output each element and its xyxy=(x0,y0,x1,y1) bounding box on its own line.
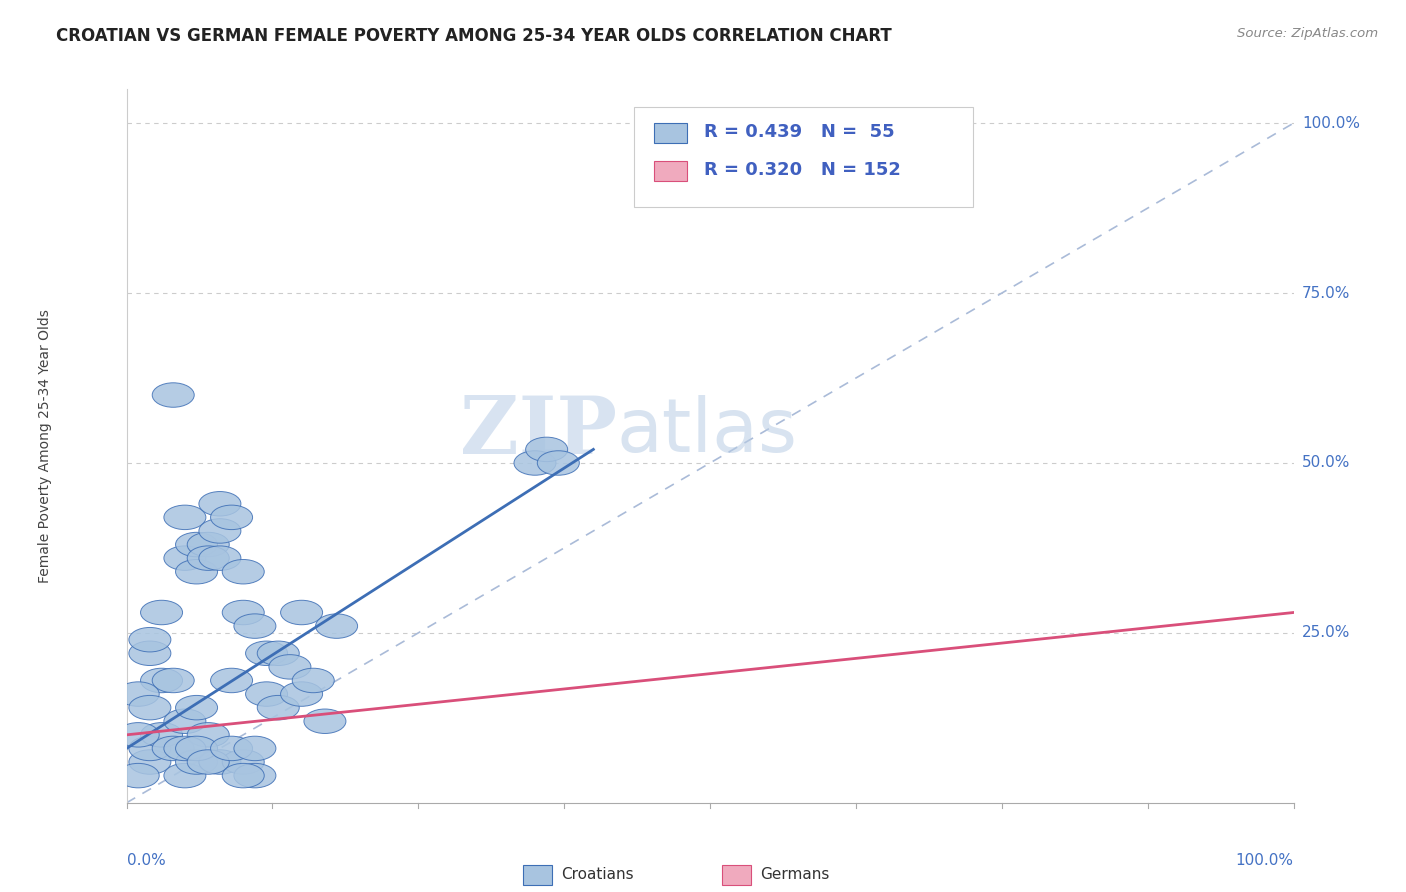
Ellipse shape xyxy=(211,505,253,530)
Ellipse shape xyxy=(304,709,346,733)
Ellipse shape xyxy=(176,559,218,584)
Ellipse shape xyxy=(222,750,264,774)
Text: ZIP: ZIP xyxy=(460,392,617,471)
Ellipse shape xyxy=(129,736,172,761)
Ellipse shape xyxy=(222,559,264,584)
Ellipse shape xyxy=(165,546,205,570)
Ellipse shape xyxy=(117,723,159,747)
Ellipse shape xyxy=(233,614,276,639)
Ellipse shape xyxy=(526,437,568,462)
Ellipse shape xyxy=(152,736,194,761)
Text: 75.0%: 75.0% xyxy=(1302,285,1350,301)
Text: CROATIAN VS GERMAN FEMALE POVERTY AMONG 25-34 YEAR OLDS CORRELATION CHART: CROATIAN VS GERMAN FEMALE POVERTY AMONG … xyxy=(56,27,891,45)
Ellipse shape xyxy=(257,641,299,665)
Ellipse shape xyxy=(292,668,335,693)
Ellipse shape xyxy=(537,450,579,475)
Text: Source: ZipAtlas.com: Source: ZipAtlas.com xyxy=(1237,27,1378,40)
FancyBboxPatch shape xyxy=(523,865,553,885)
Text: Female Poverty Among 25-34 Year Olds: Female Poverty Among 25-34 Year Olds xyxy=(38,309,52,583)
Ellipse shape xyxy=(281,681,322,706)
Ellipse shape xyxy=(211,736,253,761)
Ellipse shape xyxy=(187,533,229,557)
Ellipse shape xyxy=(129,641,172,665)
Ellipse shape xyxy=(198,546,240,570)
Ellipse shape xyxy=(222,600,264,624)
Text: 0.0%: 0.0% xyxy=(127,853,166,868)
Text: R = 0.439   N =  55: R = 0.439 N = 55 xyxy=(704,123,894,142)
Ellipse shape xyxy=(165,505,205,530)
Ellipse shape xyxy=(246,681,288,706)
Ellipse shape xyxy=(176,736,218,761)
Text: R = 0.320   N = 152: R = 0.320 N = 152 xyxy=(704,161,901,179)
Ellipse shape xyxy=(141,668,183,693)
Ellipse shape xyxy=(141,600,183,624)
Ellipse shape xyxy=(281,600,322,624)
Ellipse shape xyxy=(165,736,205,761)
Text: Croatians: Croatians xyxy=(561,867,633,882)
Ellipse shape xyxy=(315,614,357,639)
Ellipse shape xyxy=(198,519,240,543)
Text: 25.0%: 25.0% xyxy=(1302,625,1350,640)
Ellipse shape xyxy=(187,750,229,774)
FancyBboxPatch shape xyxy=(654,161,686,181)
Ellipse shape xyxy=(222,764,264,788)
Ellipse shape xyxy=(187,723,229,747)
Ellipse shape xyxy=(211,668,253,693)
Ellipse shape xyxy=(152,668,194,693)
Ellipse shape xyxy=(187,546,229,570)
Ellipse shape xyxy=(176,750,218,774)
Ellipse shape xyxy=(141,723,183,747)
Ellipse shape xyxy=(129,750,172,774)
Ellipse shape xyxy=(198,750,240,774)
FancyBboxPatch shape xyxy=(634,107,973,207)
Text: Germans: Germans xyxy=(761,867,830,882)
Ellipse shape xyxy=(129,627,172,652)
Ellipse shape xyxy=(176,696,218,720)
Ellipse shape xyxy=(233,736,276,761)
Ellipse shape xyxy=(233,764,276,788)
Ellipse shape xyxy=(117,764,159,788)
Ellipse shape xyxy=(176,533,218,557)
Text: atlas: atlas xyxy=(617,395,797,468)
Ellipse shape xyxy=(129,696,172,720)
Text: 50.0%: 50.0% xyxy=(1302,456,1350,470)
Text: 100.0%: 100.0% xyxy=(1302,116,1360,131)
FancyBboxPatch shape xyxy=(721,865,751,885)
Ellipse shape xyxy=(165,709,205,733)
Text: 100.0%: 100.0% xyxy=(1236,853,1294,868)
Ellipse shape xyxy=(515,450,555,475)
Ellipse shape xyxy=(257,696,299,720)
Ellipse shape xyxy=(269,655,311,679)
Ellipse shape xyxy=(198,491,240,516)
Ellipse shape xyxy=(165,764,205,788)
Ellipse shape xyxy=(246,641,288,665)
Ellipse shape xyxy=(152,383,194,408)
Ellipse shape xyxy=(117,681,159,706)
FancyBboxPatch shape xyxy=(654,123,686,144)
